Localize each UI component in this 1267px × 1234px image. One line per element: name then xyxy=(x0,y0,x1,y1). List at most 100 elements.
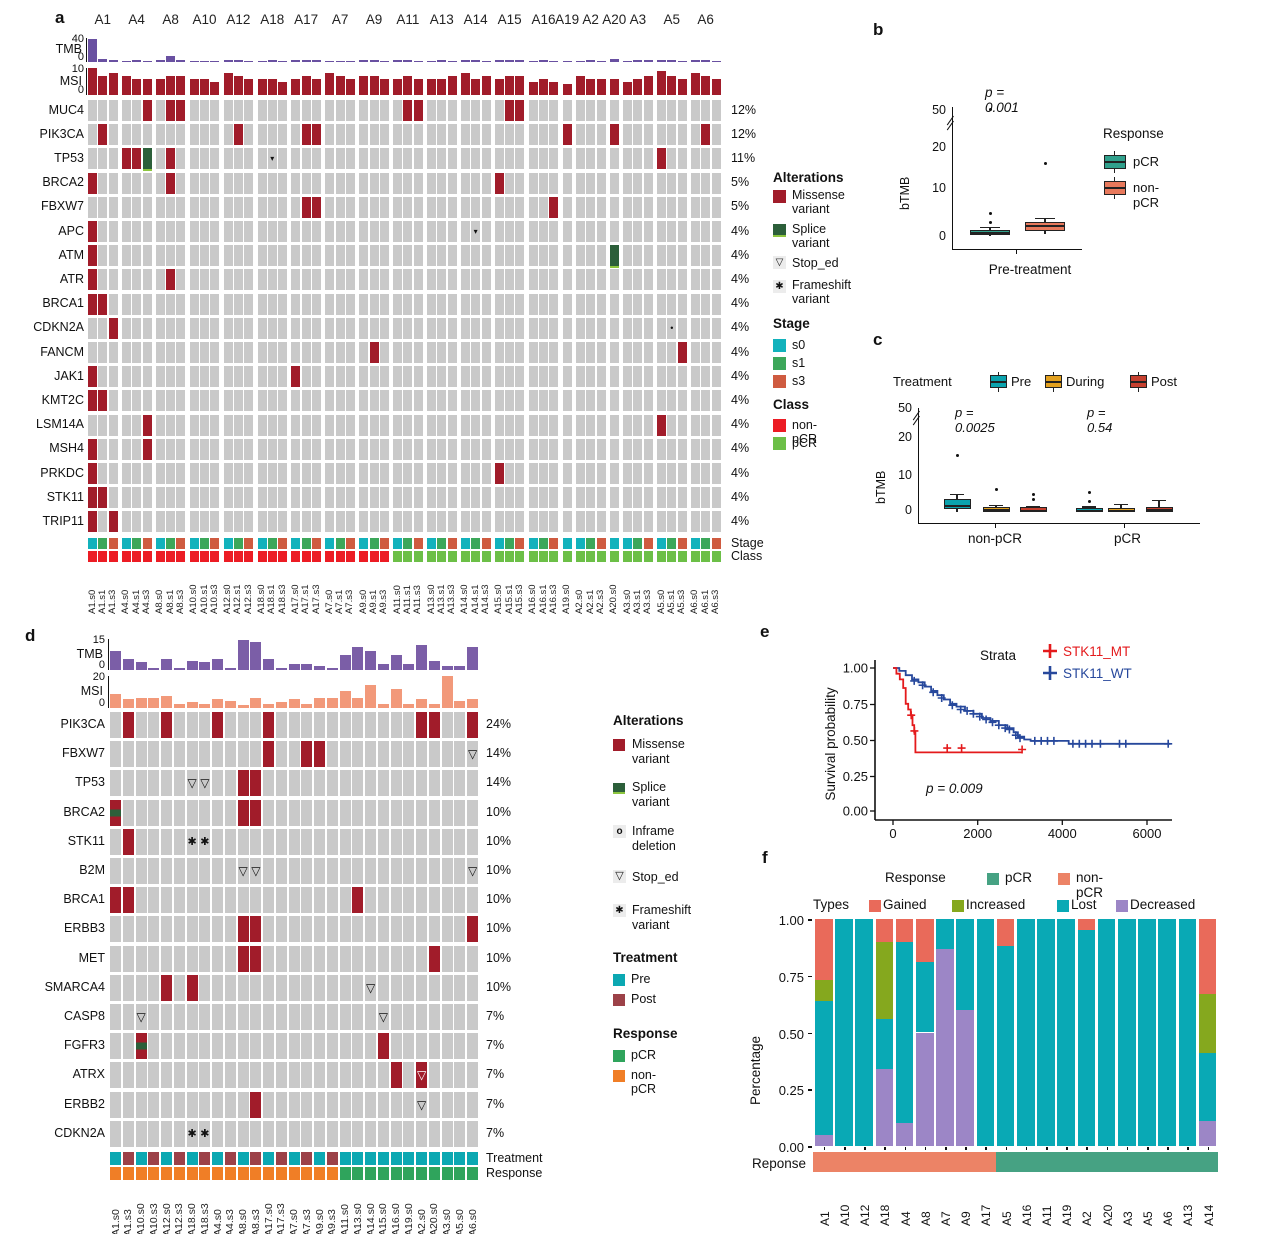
matrix-cell xyxy=(528,196,538,218)
matrix-cell xyxy=(312,390,321,412)
matrix-cell xyxy=(633,414,643,436)
tmb-bar xyxy=(173,668,185,670)
tmb-bar xyxy=(267,60,277,62)
matrix-cell xyxy=(575,463,585,484)
matrix-cell xyxy=(690,487,700,509)
matrix-cell xyxy=(416,828,428,855)
matrix-cell xyxy=(325,148,335,170)
matrix-cell xyxy=(155,414,165,436)
panel-e-km-plot: 1.00 0.75 0.50 0.25 0.00 0 2000 4000 6000 Surviv… xyxy=(740,620,1267,855)
matrix-cell xyxy=(325,221,335,242)
matrix-cell xyxy=(98,317,108,339)
matrix-cell xyxy=(233,317,243,339)
response-cell xyxy=(110,1166,122,1180)
matrix-cell xyxy=(148,712,160,738)
matrix-cell xyxy=(528,438,538,460)
matrix-cell xyxy=(135,1033,147,1060)
response-cell xyxy=(199,1166,211,1180)
matrix-cell xyxy=(562,511,572,533)
legend-response-swatch-non-pCR xyxy=(613,1070,625,1082)
matrix-cell xyxy=(427,245,436,267)
matrix-cell xyxy=(437,366,447,388)
matrix-cell xyxy=(142,293,152,315)
matrix-cell xyxy=(135,858,147,884)
matrix-cell xyxy=(352,741,364,768)
matrix-cell xyxy=(278,172,288,194)
stage-cell xyxy=(233,537,243,550)
tmb-tick-zero: 0 xyxy=(98,659,105,671)
response-cell xyxy=(224,1166,236,1180)
c-box-5-whisker xyxy=(1158,499,1160,512)
matrix-cell xyxy=(135,799,147,826)
f-bar-tick xyxy=(965,1147,967,1150)
treatment-cell xyxy=(441,1152,453,1165)
sample-label: A16.s0 xyxy=(390,1203,403,1234)
matrix-cell xyxy=(390,1062,402,1089)
matrix-cell xyxy=(690,414,700,436)
matrix-cell xyxy=(263,712,275,738)
class-cell xyxy=(633,550,643,563)
c-y-label: bTMB xyxy=(874,470,888,504)
matrix-cell xyxy=(326,828,338,855)
gene-pct-STK11: 4% xyxy=(731,489,750,504)
tmb-bar xyxy=(263,658,275,670)
matrix-cell xyxy=(148,945,160,972)
matrix-cell xyxy=(494,317,504,339)
matrix-cell xyxy=(711,487,721,509)
f-bar-seg-A1-increased xyxy=(815,980,833,1001)
sample-label: A19.s0 xyxy=(402,1203,415,1234)
legend-label-missense: Missense xyxy=(632,737,685,751)
matrix-cell xyxy=(224,799,236,826)
matrix-cell xyxy=(379,317,389,339)
tmb-bar xyxy=(428,660,440,670)
e-xtick: 6000 xyxy=(1133,826,1162,841)
sample-label: A1.s0 xyxy=(109,1209,122,1234)
gene-label-APC: APC xyxy=(58,223,84,238)
c-ytick-20: 20 xyxy=(898,430,912,444)
matrix-cell xyxy=(359,317,369,339)
matrix-cell xyxy=(244,438,254,460)
matrix-cell xyxy=(121,414,131,436)
gene-label-TP53: TP53 xyxy=(75,775,105,790)
matrix-cell xyxy=(447,390,457,412)
matrix-cell xyxy=(369,511,379,533)
matrix-cell xyxy=(549,438,559,460)
patient-label-A11: A11 xyxy=(396,12,420,27)
matrix-cell xyxy=(189,366,199,388)
stage-cell xyxy=(359,537,369,550)
gene-pct-MUC4: 12% xyxy=(731,102,757,117)
matrix-cell xyxy=(98,293,108,315)
tmb-bar xyxy=(237,639,249,670)
matrix-cell xyxy=(108,221,118,242)
matrix-cell xyxy=(312,269,321,291)
legend-stage-swatch-s3 xyxy=(773,375,786,388)
matrix-cell xyxy=(667,511,677,533)
matrix-cell xyxy=(121,148,131,170)
matrix-cell xyxy=(210,100,220,121)
f-bar-tick xyxy=(1046,1147,1048,1150)
msi-bar xyxy=(301,76,311,95)
matrix-cell xyxy=(643,438,653,460)
c-box-4-whisker-cap-top xyxy=(1114,503,1128,506)
gene-pct-CDKN2A: 7% xyxy=(486,1125,505,1140)
matrix-cell xyxy=(413,100,423,121)
matrix-cell xyxy=(667,269,677,291)
matrix-cell xyxy=(335,196,345,218)
matrix-cell xyxy=(667,293,677,315)
matrix-cell xyxy=(210,511,220,533)
matrix-cell xyxy=(278,463,288,484)
matrix-cell xyxy=(325,196,335,218)
matrix-cell xyxy=(549,511,559,533)
msi-bar xyxy=(135,697,147,708)
matrix-cell xyxy=(173,1004,185,1030)
matrix-cell xyxy=(377,1033,389,1060)
matrix-cell xyxy=(549,293,559,315)
class-cell xyxy=(403,550,413,563)
matrix-cell xyxy=(335,463,345,484)
matrix-cell xyxy=(515,438,525,460)
matrix-cell xyxy=(200,196,209,218)
matrix-cell xyxy=(155,317,165,339)
patient-label-A4: A4 xyxy=(128,12,145,27)
matrix-cell xyxy=(275,741,287,768)
matrix-cell xyxy=(173,974,185,1001)
